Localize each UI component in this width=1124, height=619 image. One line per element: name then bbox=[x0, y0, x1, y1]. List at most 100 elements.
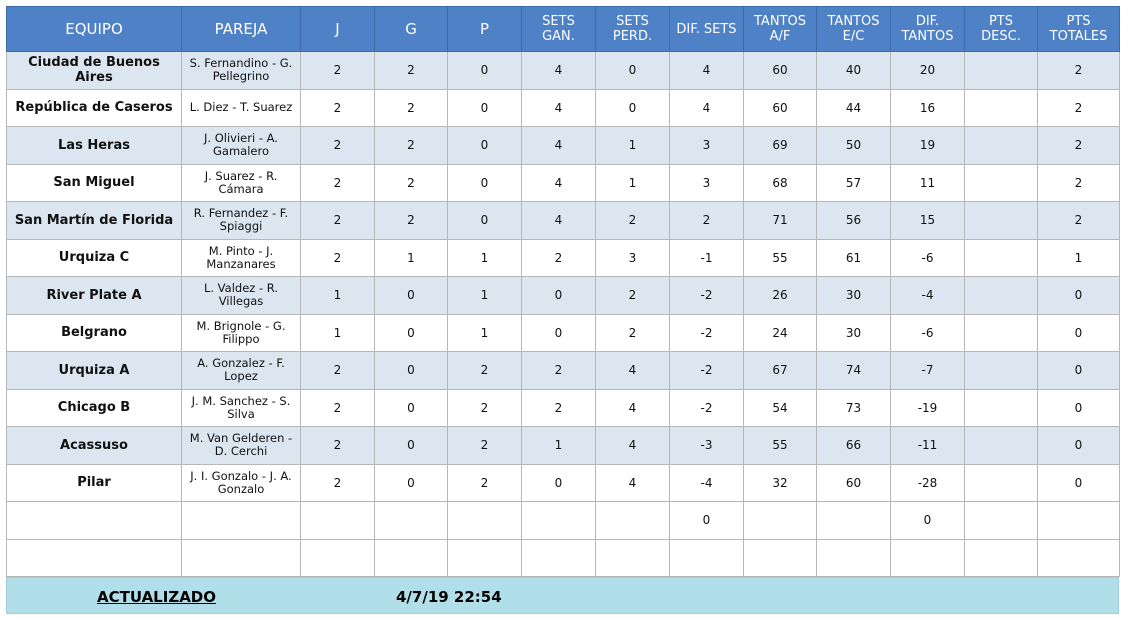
pair-cell: S. Fernandino - G. Pellegrino bbox=[181, 51, 301, 90]
team-cell bbox=[6, 538, 182, 577]
table-row: San Miguel J. Suarez - R. Cámara 2 2 0 4 1 3 68 5… bbox=[6, 163, 1120, 202]
stat-cell: 0 bbox=[595, 88, 670, 127]
stat-cell bbox=[816, 538, 891, 577]
column-header: G bbox=[374, 6, 448, 52]
stat-cell: -28 bbox=[890, 463, 965, 502]
stat-cell: 69 bbox=[743, 126, 817, 165]
stat-cell: 40 bbox=[816, 51, 891, 90]
stat-cell: 0 bbox=[1037, 426, 1120, 465]
stat-cell: 4 bbox=[595, 426, 670, 465]
stat-cell: -2 bbox=[669, 276, 744, 315]
stat-cell: 68 bbox=[743, 163, 817, 202]
stat-cell: 1 bbox=[595, 126, 670, 165]
stat-cell: -19 bbox=[890, 388, 965, 427]
stat-cell: 19 bbox=[890, 126, 965, 165]
stat-cell: 4 bbox=[595, 388, 670, 427]
updated-label: ACTUALIZADO bbox=[97, 588, 217, 606]
team-cell: Urquiza A bbox=[6, 351, 182, 390]
stat-cell bbox=[595, 501, 670, 540]
stat-cell: 0 bbox=[447, 126, 522, 165]
stat-cell bbox=[964, 388, 1038, 427]
stat-cell bbox=[964, 501, 1038, 540]
stat-cell: -7 bbox=[890, 351, 965, 390]
stat-cell: 0 bbox=[374, 313, 448, 352]
stat-cell: 15 bbox=[890, 201, 965, 240]
stat-cell: 67 bbox=[743, 351, 817, 390]
table-row: Chicago B J. M. Sanchez - S. Silva 2 0 2 2 4 -2… bbox=[6, 388, 1120, 427]
stat-cell: 4 bbox=[521, 126, 596, 165]
column-header: PAREJA bbox=[181, 6, 301, 52]
stat-cell: 1 bbox=[595, 163, 670, 202]
table-row: Urquiza A A. Gonzalez - F. Lopez 2 0 2 2 4 -2 67… bbox=[6, 351, 1120, 390]
team-cell: Acassuso bbox=[6, 426, 182, 465]
stat-cell: 4 bbox=[521, 51, 596, 90]
stat-cell: 4 bbox=[669, 51, 744, 90]
stat-cell: 2 bbox=[374, 126, 448, 165]
stat-cell: 60 bbox=[743, 88, 817, 127]
stat-cell: -2 bbox=[669, 351, 744, 390]
stat-cell: -6 bbox=[890, 313, 965, 352]
stat-cell bbox=[964, 88, 1038, 127]
stat-cell: 0 bbox=[1037, 313, 1120, 352]
stat-cell: 2 bbox=[300, 163, 375, 202]
stat-cell bbox=[964, 51, 1038, 90]
stat-cell: 4 bbox=[521, 88, 596, 127]
stat-cell bbox=[964, 463, 1038, 502]
stat-cell: 56 bbox=[816, 201, 891, 240]
stat-cell: 2 bbox=[374, 88, 448, 127]
stat-cell: 0 bbox=[521, 276, 596, 315]
stat-cell bbox=[964, 351, 1038, 390]
stat-cell bbox=[300, 538, 375, 577]
column-header: DIF. TANTOS bbox=[890, 6, 965, 52]
column-header: PTS TOTALES bbox=[1037, 6, 1120, 52]
stat-cell: 3 bbox=[669, 126, 744, 165]
stat-cell: -11 bbox=[890, 426, 965, 465]
stat-cell: 0 bbox=[447, 163, 522, 202]
stat-cell: 2 bbox=[1037, 163, 1120, 202]
pair-cell: J. Olivieri - A. Gamalero bbox=[181, 126, 301, 165]
stat-cell: 50 bbox=[816, 126, 891, 165]
stat-cell: 32 bbox=[743, 463, 817, 502]
stat-cell: 4 bbox=[595, 463, 670, 502]
stat-cell: 0 bbox=[1037, 351, 1120, 390]
stat-cell: 1 bbox=[300, 276, 375, 315]
stat-cell: 2 bbox=[521, 351, 596, 390]
stat-cell: 4 bbox=[521, 163, 596, 202]
stat-cell: 73 bbox=[816, 388, 891, 427]
stat-cell: 0 bbox=[447, 88, 522, 127]
stat-cell: -4 bbox=[669, 463, 744, 502]
stat-cell: 2 bbox=[669, 201, 744, 240]
column-header: TANTOS A/F bbox=[743, 6, 817, 52]
stat-cell: 2 bbox=[300, 88, 375, 127]
stat-cell: 2 bbox=[374, 201, 448, 240]
pair-cell: A. Gonzalez - F. Lopez bbox=[181, 351, 301, 390]
stat-cell: 0 bbox=[1037, 463, 1120, 502]
stat-cell: -1 bbox=[669, 238, 744, 277]
stat-cell: 4 bbox=[521, 201, 596, 240]
stat-cell: 2 bbox=[374, 51, 448, 90]
standings-table: EQUIPO PAREJA J G P SETS GAN. SETS PERD. DIF. S… bbox=[6, 6, 1120, 577]
stat-cell: 2 bbox=[1037, 88, 1120, 127]
stat-cell: 1 bbox=[521, 426, 596, 465]
team-cell: Pilar bbox=[6, 463, 182, 502]
pair-cell: J. Suarez - R. Cámara bbox=[181, 163, 301, 202]
table-row: Belgrano M. Brignole - G. Filippo 1 0 1 0 2 -2 2… bbox=[6, 313, 1120, 352]
stat-cell: 2 bbox=[1037, 126, 1120, 165]
stat-cell bbox=[964, 163, 1038, 202]
stat-cell: 2 bbox=[447, 426, 522, 465]
stat-cell: 55 bbox=[743, 238, 817, 277]
stat-cell bbox=[964, 238, 1038, 277]
pair-cell: L. Diez - T. Suarez bbox=[181, 88, 301, 127]
table-row: República de Caseros L. Diez - T. Suarez 2… bbox=[6, 88, 1120, 127]
table-row: Urquiza C M. Pinto - J. Manzanares 2 1 1 2 3 -1… bbox=[6, 238, 1120, 277]
team-cell: San Miguel bbox=[6, 163, 182, 202]
column-header: J bbox=[300, 6, 375, 52]
stat-cell: 0 bbox=[447, 201, 522, 240]
stat-cell: 2 bbox=[447, 351, 522, 390]
stat-cell: -2 bbox=[669, 388, 744, 427]
stat-cell: 24 bbox=[743, 313, 817, 352]
pair-cell: L. Valdez - R. Villegas bbox=[181, 276, 301, 315]
header-row: EQUIPO PAREJA J G P SETS GAN. SETS PERD. DIF. S… bbox=[6, 6, 1120, 52]
pair-cell: R. Fernandez - F. Spiaggi bbox=[181, 201, 301, 240]
stat-cell: 2 bbox=[300, 51, 375, 90]
